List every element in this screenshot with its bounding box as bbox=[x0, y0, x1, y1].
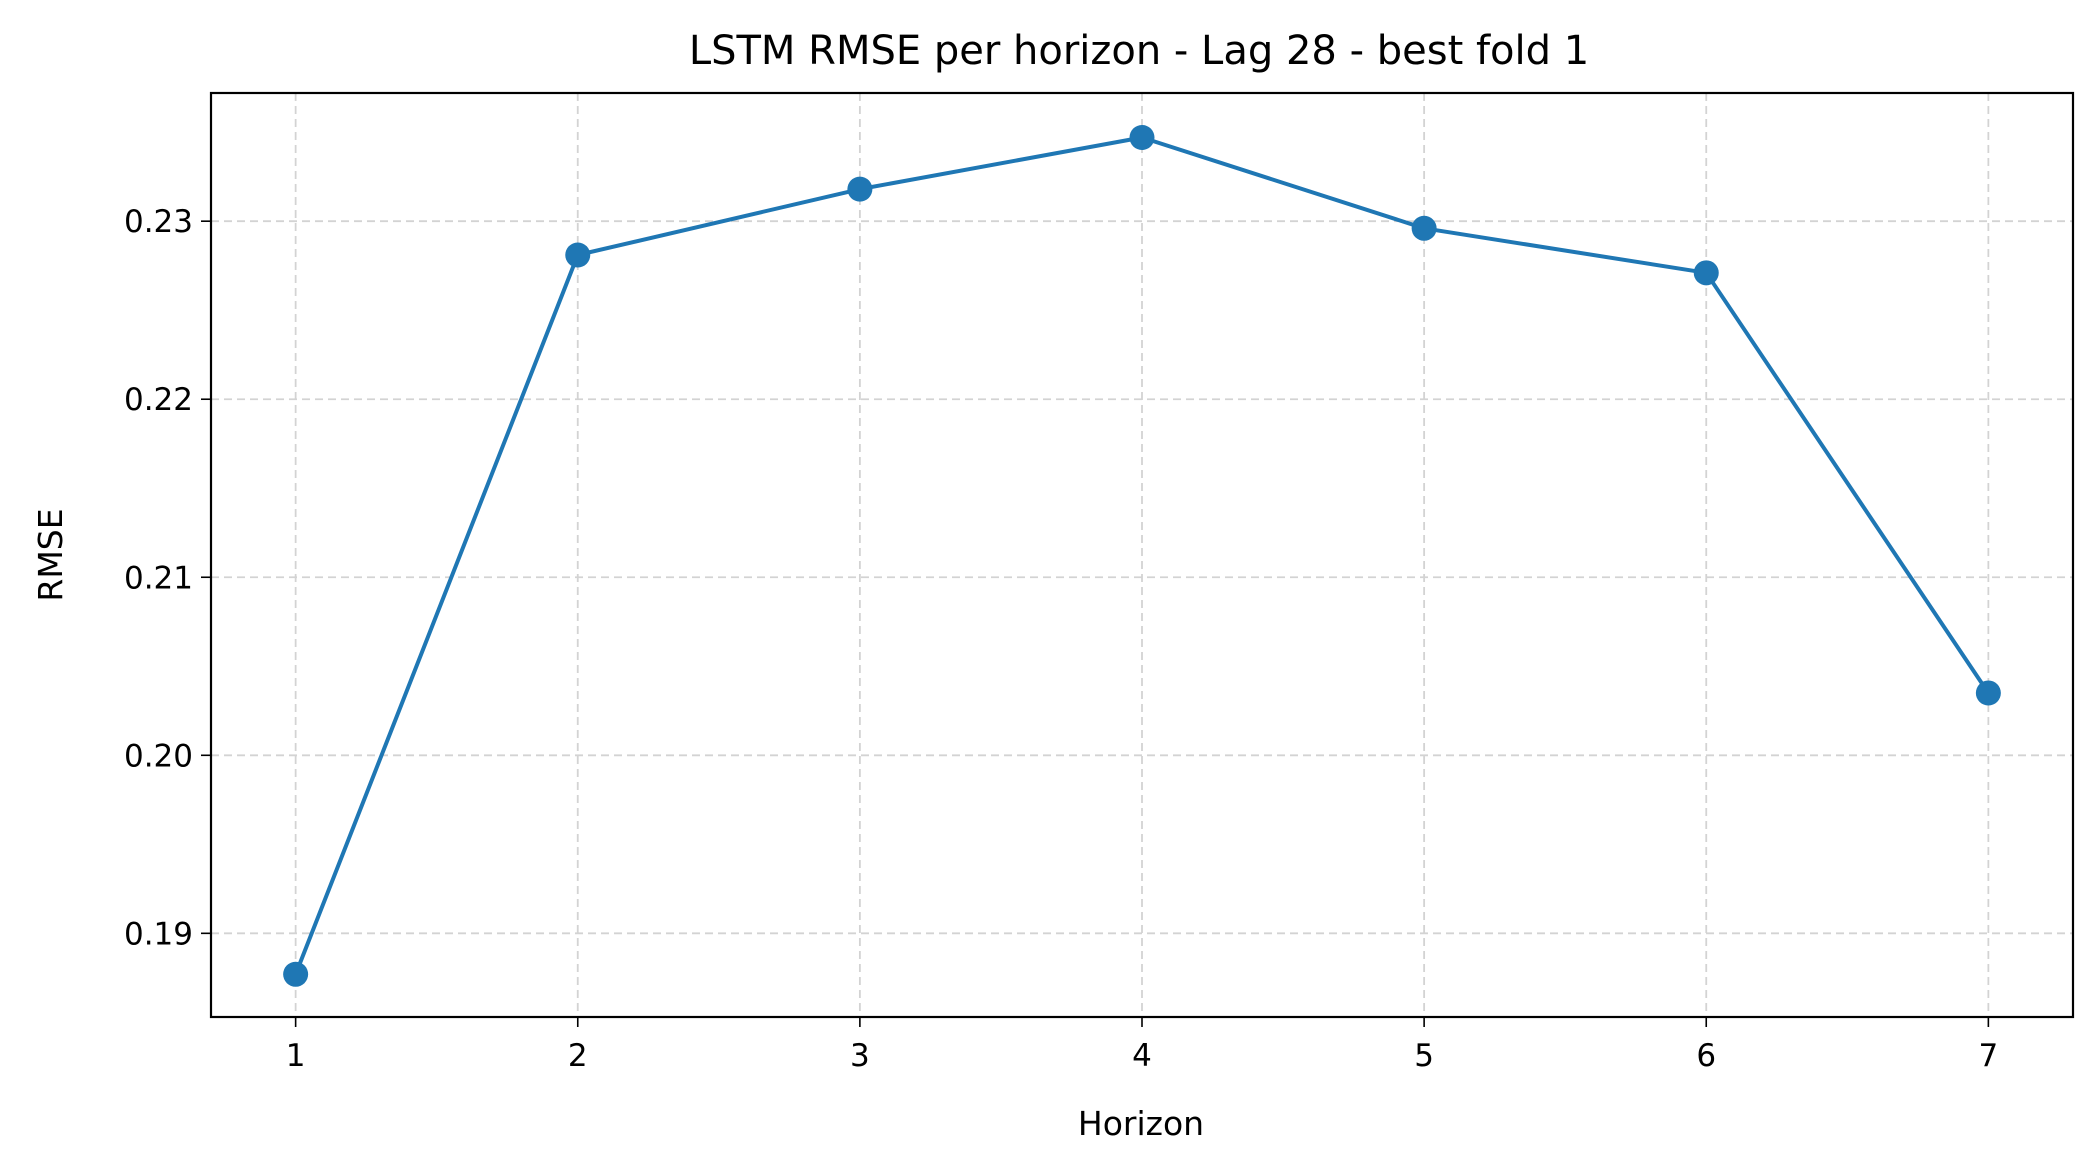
data-point bbox=[847, 176, 873, 202]
data-point bbox=[283, 961, 309, 987]
y-tick-label: 0.23 bbox=[124, 204, 193, 240]
x-tick-label: 5 bbox=[1414, 1038, 1434, 1074]
y-tick-label: 0.20 bbox=[124, 738, 193, 774]
plot-frame bbox=[209, 91, 2075, 1019]
y-tick-label: 0.22 bbox=[124, 382, 193, 418]
x-tick-label: 4 bbox=[1132, 1038, 1152, 1074]
data-point bbox=[1693, 260, 1719, 286]
data-point bbox=[1129, 125, 1155, 151]
x-tick-label: 6 bbox=[1696, 1038, 1716, 1074]
y-tick-label: 0.19 bbox=[124, 916, 193, 952]
grid bbox=[211, 93, 2073, 1017]
data-point bbox=[1975, 680, 2001, 706]
axis-ticks: 1 2 3 4 5 6 7 0.19 0.20 0.21 0.22 0.23 bbox=[124, 204, 1998, 1074]
x-axis-label: Horizon bbox=[1078, 1104, 1204, 1143]
y-axis-label: RMSE bbox=[31, 508, 70, 601]
series-layer bbox=[283, 125, 2001, 987]
y-tick-label: 0.21 bbox=[124, 560, 193, 596]
data-point bbox=[1411, 215, 1437, 241]
x-tick-label: 2 bbox=[568, 1038, 588, 1074]
x-tick-label: 7 bbox=[1978, 1038, 1998, 1074]
x-tick-label: 3 bbox=[850, 1038, 870, 1074]
data-point bbox=[565, 242, 591, 268]
chart-title: LSTM RMSE per horizon - Lag 28 - best fo… bbox=[689, 28, 1589, 74]
x-tick-label: 1 bbox=[286, 1038, 306, 1074]
